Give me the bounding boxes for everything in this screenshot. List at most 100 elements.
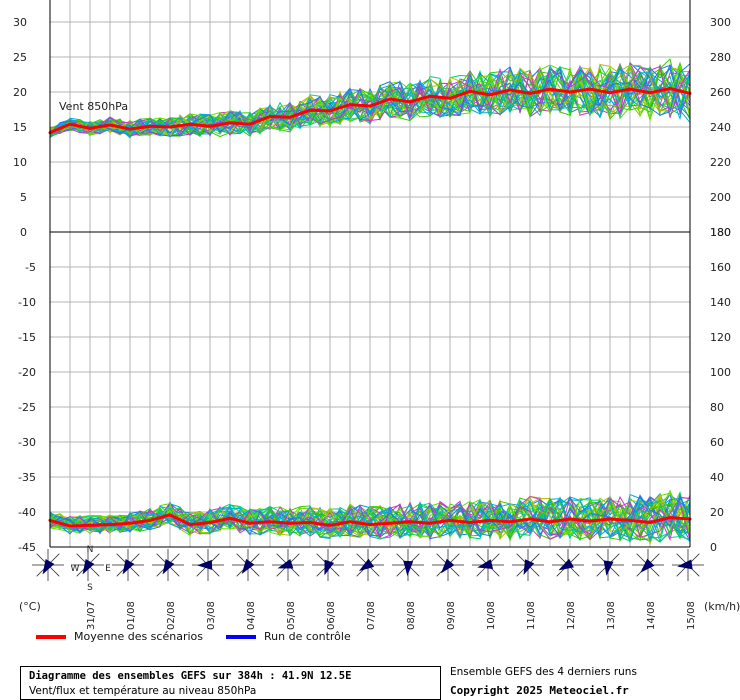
mean-series-temp-point <box>608 517 612 521</box>
wind-arrow-icon <box>82 559 95 575</box>
info-box: Diagramme des ensembles GEFS sur 384h : … <box>20 666 441 700</box>
wind-arrow-icon <box>358 558 375 572</box>
mean-series-temp-point <box>168 513 172 517</box>
mean-series-temp-point <box>88 523 92 527</box>
tick-label-right-bottom: 0 <box>710 541 717 554</box>
tick-label-right-bottom: 140 <box>710 296 731 309</box>
tick-label-right-bottom: 100 <box>710 366 731 379</box>
annotation-vent: Vent 850hPa <box>59 100 128 113</box>
tick-label-left-bottom: -5 <box>25 261 36 274</box>
tick-label-right-top: 280 <box>710 51 731 64</box>
mean-series-wind-point <box>348 103 352 107</box>
wind-arrow-icon <box>277 559 294 569</box>
mean-series-wind-point <box>328 109 332 113</box>
mean-series-wind-point <box>628 87 632 91</box>
runs-note: Ensemble GEFS des 4 derniers runs <box>450 666 637 678</box>
tick-label-left-bottom: -45 <box>18 541 36 554</box>
wind-arrow-icon <box>324 559 335 576</box>
mean-series-wind-point <box>448 96 452 100</box>
mean-series-wind-point <box>368 104 372 108</box>
mean-series-wind-point <box>608 91 612 95</box>
mean-series-wind-point <box>488 93 492 97</box>
mean-series-temp-point <box>628 518 632 522</box>
legend-mean: Moyenne des scénarios <box>36 630 203 643</box>
tick-label-right-bottom: 40 <box>710 471 724 484</box>
tick-label-left-top: 25 <box>13 51 27 64</box>
tick-label-right-top: 300 <box>710 16 731 29</box>
date-label: 31/07 <box>86 601 97 630</box>
date-label: 14/08 <box>646 601 657 630</box>
date-label: 15/08 <box>686 601 697 630</box>
tick-label-right-bottom: 180 <box>710 226 731 239</box>
wind-label-s: S <box>87 583 93 593</box>
mean-series-temp-point <box>648 521 652 524</box>
tick-label-left-bottom: -15 <box>18 331 36 344</box>
mean-series-wind-point <box>508 88 512 92</box>
wind-arrow-icon <box>42 559 55 575</box>
tick-label-left-top: 5 <box>20 191 27 204</box>
mean-series-temp-point <box>548 520 552 524</box>
mean-series-wind-point <box>68 122 72 126</box>
date-label: 05/08 <box>286 601 297 630</box>
ensemble-member-temp <box>49 491 691 540</box>
wind-arrow-icon <box>197 559 213 570</box>
tick-label-left-top: 0 <box>20 226 27 239</box>
mean-series-temp-point <box>448 518 452 522</box>
ensemble-members <box>49 58 691 546</box>
tick-label-left-bottom: -10 <box>18 296 36 309</box>
tick-label-right-top: 180 <box>710 226 731 239</box>
mean-series-wind-point <box>268 115 272 118</box>
legend-mean-swatch <box>36 635 66 639</box>
tick-label-right-bottom: 120 <box>710 331 731 344</box>
tick-label-right-top: 220 <box>710 156 731 169</box>
mean-series-temp-point <box>148 518 152 522</box>
tick-label-left-top: 10 <box>13 156 27 169</box>
mean-series-wind-point <box>408 100 412 104</box>
mean-series-temp-point <box>488 518 492 522</box>
mean-series-wind-point <box>88 126 92 130</box>
tick-label-left-bottom: -25 <box>18 401 36 414</box>
mean-series-temp-point <box>368 523 372 527</box>
mean-series-temp-point <box>588 519 592 523</box>
mean-series-wind-point <box>428 94 432 98</box>
mean-series-wind-point <box>388 97 392 101</box>
mean-series-wind-point <box>468 89 472 93</box>
copyright: Copyright 2025 Meteociel.fr <box>450 684 629 697</box>
tick-label-left-bottom: -30 <box>18 436 36 449</box>
ensemble-member-wind <box>49 63 691 137</box>
date-label: 07/08 <box>366 601 377 630</box>
mean-series-temp-point <box>328 523 332 527</box>
info-subtitle: Vent/flux et température au niveau 850hP… <box>29 685 257 697</box>
tick-label-left-top: 30 <box>13 16 27 29</box>
legend-control-label: Run de contrôle <box>264 630 351 643</box>
wind-label-w: W <box>71 564 80 574</box>
wind-arrow-icon <box>440 558 455 574</box>
mean-series-temp-point <box>528 517 532 521</box>
tick-label-right-top: 260 <box>710 86 731 99</box>
wind-label-e: E <box>105 564 111 574</box>
tick-label-left-top: 15 <box>13 121 27 134</box>
mean-series-wind-point <box>548 87 552 91</box>
mean-series-wind-point <box>588 87 592 91</box>
mean-series-temp-point <box>188 523 192 527</box>
mean-series-temp-point <box>568 517 572 521</box>
mean-series-temp-point <box>68 524 72 528</box>
unit-right: (km/h) <box>704 600 740 613</box>
legend-mean-label: Moyenne des scénarios <box>74 630 203 643</box>
mean-series-wind-point <box>148 124 152 128</box>
mean-series-temp-point <box>228 516 232 520</box>
date-label: 13/08 <box>606 601 617 630</box>
mean-series-temp-point <box>428 521 432 525</box>
tick-label-right-bottom: 80 <box>710 401 724 414</box>
ensemble-member-temp <box>49 497 691 541</box>
mean-series-temp-point <box>108 523 112 527</box>
tick-label-left-bottom: -20 <box>18 366 36 379</box>
unit-left: (°C) <box>19 600 41 613</box>
tick-label-left-bottom: -40 <box>18 506 36 519</box>
tick-label-right-bottom: 60 <box>710 436 724 449</box>
tick-label-right-bottom: 20 <box>710 506 724 519</box>
wind-row <box>32 549 704 581</box>
mean-series-temp-point <box>468 521 472 524</box>
mean-series-wind-point <box>108 123 112 127</box>
ensemble-member-temp <box>49 493 691 539</box>
